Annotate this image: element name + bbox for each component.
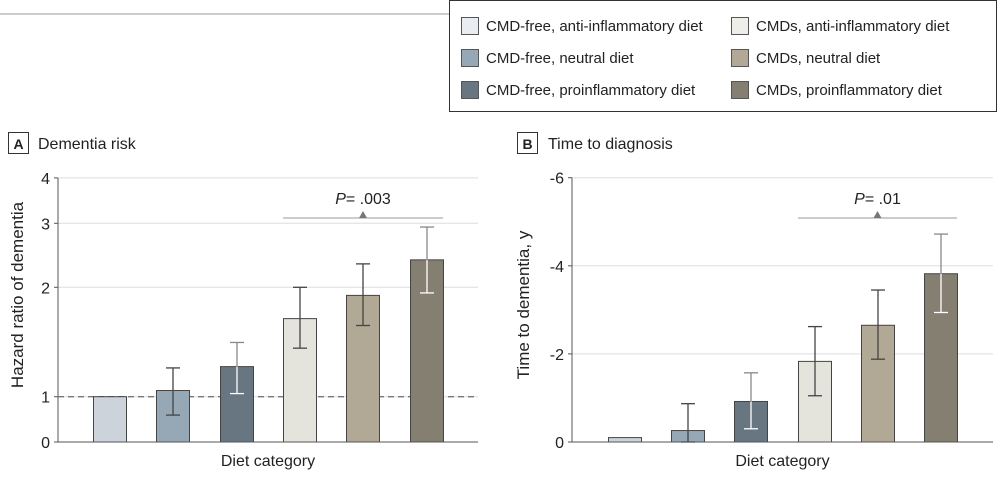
legend-swatch (731, 81, 749, 99)
y-tick-label: -4 (550, 259, 564, 276)
y-tick-label: -2 (550, 347, 564, 364)
p-value-annotation: P= .01 (854, 191, 901, 208)
panel-a-chart: 0 1 2 3 4 P= .003 Diet category Hazard ratio of… (8, 171, 478, 470)
y-tick-label: 1 (41, 390, 50, 407)
p-label: P (854, 191, 865, 208)
y-tick-label: 3 (41, 216, 50, 233)
legend-label: CMDs, neutral diet (756, 50, 881, 67)
bar (608, 437, 642, 443)
p-label: P (335, 191, 346, 208)
p-value: = .01 (865, 191, 901, 208)
legend-swatch (461, 81, 479, 99)
x-axis-label: Diet category (221, 453, 315, 470)
panel-a-letter-box (8, 132, 29, 154)
y-axis-label: Time to dementia, y (514, 230, 533, 379)
panel-b-letter: B (522, 136, 532, 152)
bar (93, 396, 127, 443)
legend-label: CMDs, proinflammatory diet (756, 82, 943, 99)
legend-swatch (461, 17, 479, 35)
y-tick-label: -6 (550, 171, 564, 188)
legend: CMD-free, anti-inflammatory diet CMD-free… (449, 0, 997, 112)
panel-a-title: Dementia risk (38, 136, 137, 153)
y-axis-label: Hazard ratio of dementia (8, 201, 27, 388)
y-tick-label: 2 (41, 280, 50, 297)
y-tick-label: 0 (41, 435, 50, 452)
p-value-annotation: P= .003 (335, 191, 391, 208)
significance-marker-icon (359, 211, 367, 218)
legend-swatch (731, 49, 749, 67)
legend-swatch (461, 49, 479, 67)
p-value: = .003 (346, 191, 391, 208)
y-tick-label: 0 (555, 435, 564, 452)
y-tick-label: 4 (41, 171, 50, 188)
panel-b-title: Time to diagnosis (548, 136, 673, 153)
x-axis-label: Diet category (735, 453, 829, 470)
panel-b-letter-box (517, 132, 538, 154)
legend-swatch (731, 17, 749, 35)
significance-marker-icon (873, 211, 882, 218)
legend-label: CMD-free, proinflammatory diet (486, 82, 696, 99)
legend-label: CMDs, anti-inflammatory diet (756, 18, 950, 35)
panel-b-chart: 0 -2 -4 -6 P= .01 Diet category Time to dement… (514, 171, 993, 470)
legend-label: CMD-free, anti-inflammatory diet (486, 18, 704, 35)
legend-label: CMD-free, neutral diet (486, 50, 634, 67)
panel-a-letter: A (13, 136, 23, 152)
legend-box (449, 0, 997, 112)
